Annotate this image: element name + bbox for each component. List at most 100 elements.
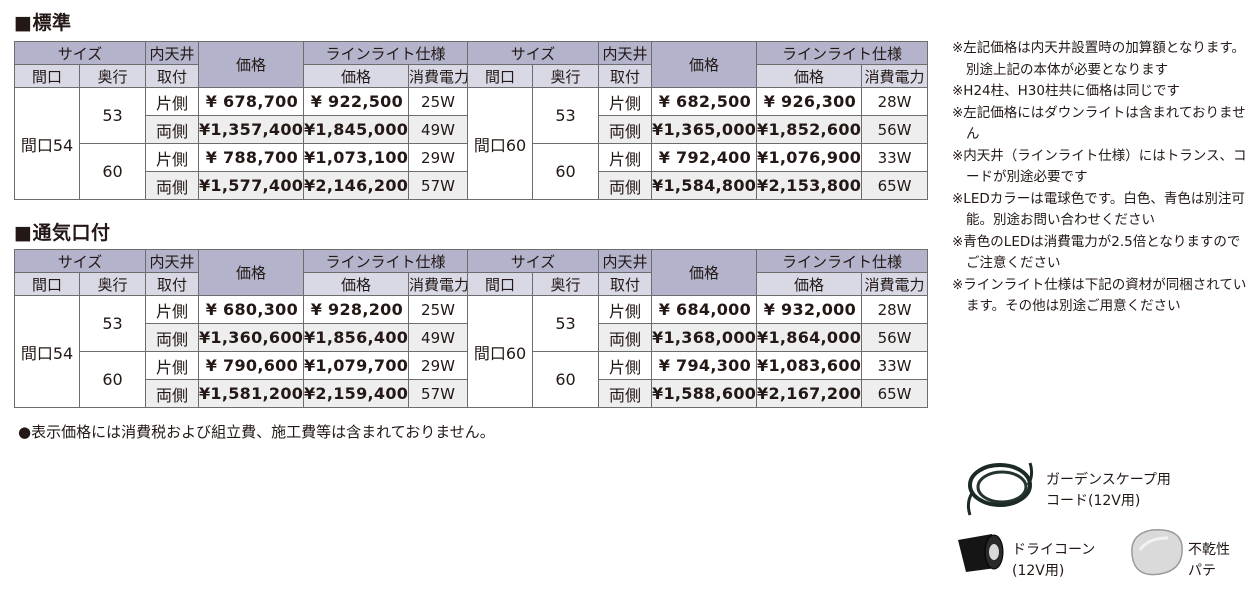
- side-cell: 両側: [598, 323, 653, 352]
- line-light-price-cell: ¥1,083,600: [756, 351, 863, 380]
- header-line-light: ラインライト仕様: [302, 41, 469, 65]
- power-cell: 29W: [407, 143, 469, 172]
- notes-list: ※左記価格は内天井設置時の加算額となります。別途上記の本体が必要となります ※H…: [952, 38, 1252, 318]
- header-row: サイズ 内天井 価格 ラインライト仕様 サイズ 内天井 価格 ラインライト仕様: [14, 41, 929, 88]
- depth-cell: 53: [79, 87, 146, 144]
- price-cell: ¥ 684,000: [651, 295, 758, 324]
- side-cell: 片側: [598, 351, 653, 380]
- putty-label-line1: 不乾性: [1188, 542, 1230, 558]
- side-cell: 両側: [598, 115, 653, 144]
- header-price: 価格: [198, 249, 304, 296]
- header-price: 価格: [651, 41, 758, 88]
- line-light-price-cell: ¥ 932,000: [756, 295, 863, 324]
- header-line-light: ラインライト仕様: [756, 249, 929, 273]
- header-toritsuke: 取付: [598, 64, 653, 88]
- side-cell: 両側: [145, 323, 199, 352]
- power-cell: 57W: [407, 379, 469, 408]
- header-toritsuke: 取付: [145, 272, 199, 296]
- width-cell: 間口60: [467, 295, 534, 408]
- width-cell: 間口54: [14, 295, 80, 408]
- depth-cell: 53: [532, 87, 600, 144]
- line-light-price-cell: ¥2,167,200: [756, 379, 863, 408]
- price-table-standard: サイズ 内天井 価格 ラインライト仕様 サイズ 内天井 価格 ラインライト仕様 間口 奥行 取付 価格…: [14, 41, 929, 200]
- dry-cone-label: ドライコーン (12V用): [1012, 540, 1095, 582]
- price-cell: ¥1,360,600: [198, 323, 304, 352]
- header-power: 消費電力: [861, 272, 929, 296]
- cord-image: [966, 462, 1034, 516]
- header-line-light-price: 価格: [303, 272, 409, 296]
- header-power: 消費電力: [407, 64, 469, 88]
- line-light-price-cell: ¥1,864,000: [756, 323, 863, 352]
- header-size: サイズ: [467, 41, 600, 65]
- header-power: 消費電力: [861, 64, 929, 88]
- depth-cell: 60: [79, 143, 146, 200]
- line-light-price-cell: ¥ 928,200: [303, 295, 409, 324]
- price-cell: ¥ 792,400: [651, 143, 758, 172]
- price-cell: ¥ 794,300: [651, 351, 758, 380]
- side-cell: 片側: [145, 87, 199, 116]
- putty-label-line2: パテ: [1188, 563, 1216, 579]
- note-item: ※左記価格は内天井設置時の加算額となります。別途上記の本体が必要となります: [952, 40, 1246, 78]
- header-line-light: ラインライト仕様: [302, 249, 469, 273]
- side-cell: 両側: [598, 171, 653, 200]
- price-cell: ¥ 682,500: [651, 87, 758, 116]
- dry-cone-label-line2: (12V用): [1012, 563, 1065, 579]
- price-cell: ¥1,581,200: [198, 379, 304, 408]
- header-row: サイズ 内天井 価格 ラインライト仕様 サイズ 内天井 価格 ラインライト仕様: [14, 249, 929, 296]
- header-maguchi: 間口: [14, 272, 80, 296]
- line-light-price-cell: ¥1,076,900: [756, 143, 863, 172]
- power-cell: 49W: [407, 115, 469, 144]
- price-cell: ¥ 678,700: [198, 87, 304, 116]
- line-light-price-cell: ¥1,856,400: [303, 323, 409, 352]
- price-cell: ¥1,357,400: [198, 115, 304, 144]
- depth-cell: 60: [79, 351, 146, 408]
- header-price: 価格: [651, 249, 758, 296]
- depth-cell: 60: [532, 143, 600, 200]
- header-power: 消費電力: [407, 272, 469, 296]
- cord-label-line1: ガーデンスケープ用: [1046, 472, 1171, 488]
- header-price: 価格: [198, 41, 304, 88]
- header-okuyuki: 奥行: [532, 272, 600, 296]
- power-cell: 25W: [407, 87, 469, 116]
- side-cell: 両側: [145, 171, 199, 200]
- side-cell: 片側: [598, 295, 653, 324]
- note-item: ※H24柱、H30柱共に価格は同じです: [952, 83, 1180, 99]
- line-light-price-cell: ¥ 926,300: [756, 87, 863, 116]
- header-toritsuke: 取付: [145, 64, 199, 88]
- power-cell: 33W: [861, 351, 929, 380]
- dry-cone-image: [958, 534, 1004, 572]
- price-cell: ¥ 680,300: [198, 295, 304, 324]
- header-toritsuke: 取付: [598, 272, 653, 296]
- note-item: ※ラインライト仕様は下記の資材が同梱されています。その他は別途ご用意ください: [952, 276, 1247, 315]
- price-cell: ¥1,368,000: [651, 323, 758, 352]
- power-cell: 57W: [407, 171, 469, 200]
- table-row: 両側 ¥1,581,200 ¥2,159,400 57W 両側 ¥1,588,600 ¥2,…: [15, 379, 929, 408]
- cord-label: ガーデンスケープ用 コード(12V用): [1046, 470, 1171, 512]
- power-cell: 28W: [861, 295, 929, 324]
- side-cell: 両側: [145, 115, 199, 144]
- power-cell: 56W: [861, 323, 929, 352]
- header-size: サイズ: [14, 249, 146, 273]
- depth-cell: 53: [79, 295, 146, 352]
- table-row: 60 片側 ¥ 788,700 ¥1,073,100 29W 60 片側 ¥ 792,400 ¥…: [15, 143, 929, 200]
- section-title-standard: ■標準: [14, 12, 72, 34]
- power-cell: 65W: [861, 379, 929, 408]
- price-cell: ¥1,588,600: [651, 379, 758, 408]
- power-cell: 49W: [407, 323, 469, 352]
- power-cell: 29W: [407, 351, 469, 380]
- note-item: ※青色のLEDは消費電力が2.5倍となりますのでご注意ください: [952, 233, 1241, 272]
- subheader-row: 間口 奥行 取付 価格 消費電力 間口 奥行 取付 価格 消費電力: [14, 272, 929, 296]
- width-cell: 間口54: [14, 87, 80, 200]
- header-naitenjo: 内天井: [145, 249, 199, 273]
- power-cell: 25W: [407, 295, 469, 324]
- note-item: ※左記価格にはダウンライトは含まれておりません: [952, 104, 1246, 143]
- cord-label-line2: コード(12V用): [1046, 493, 1141, 509]
- table-row: 両側 ¥1,577,400 ¥2,146,200 57W 両側 ¥1,584,800 ¥2,…: [15, 171, 929, 200]
- price-cell: ¥ 790,600: [198, 351, 304, 380]
- table-row: 両側 ¥1,360,600 ¥1,856,400 49W 両側 ¥1,368,000 ¥1,…: [15, 323, 929, 352]
- table-row: 60 片側 ¥ 790,600 ¥1,079,700 29W 60 片側 ¥ 794,300 ¥…: [15, 351, 929, 408]
- header-line-light-price: 価格: [756, 64, 863, 88]
- price-table-vent: サイズ 内天井 価格 ラインライト仕様 サイズ 内天井 価格 ラインライト仕様 間口 奥行 取付 価格…: [14, 249, 929, 408]
- line-light-price-cell: ¥1,845,000: [303, 115, 409, 144]
- line-light-price-cell: ¥1,079,700: [303, 351, 409, 380]
